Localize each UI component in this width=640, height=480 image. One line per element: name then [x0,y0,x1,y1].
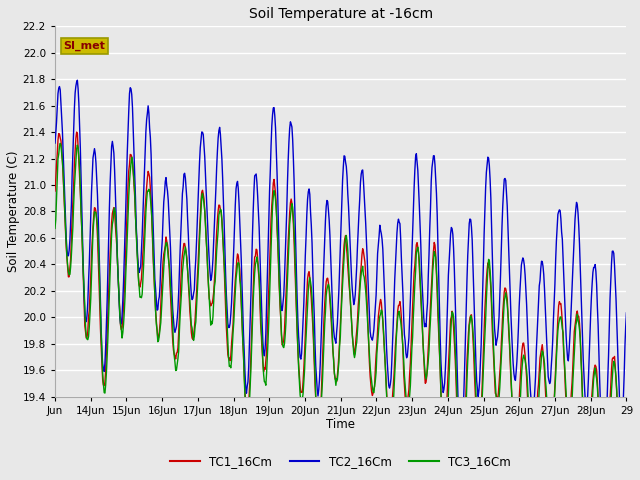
Legend: TC1_16Cm, TC2_16Cm, TC3_16Cm: TC1_16Cm, TC2_16Cm, TC3_16Cm [166,451,516,473]
Title: Soil Temperature at -16cm: Soil Temperature at -16cm [249,7,433,21]
Y-axis label: Soil Temperature (C): Soil Temperature (C) [7,151,20,272]
Text: SI_met: SI_met [63,40,106,51]
X-axis label: Time: Time [326,419,355,432]
